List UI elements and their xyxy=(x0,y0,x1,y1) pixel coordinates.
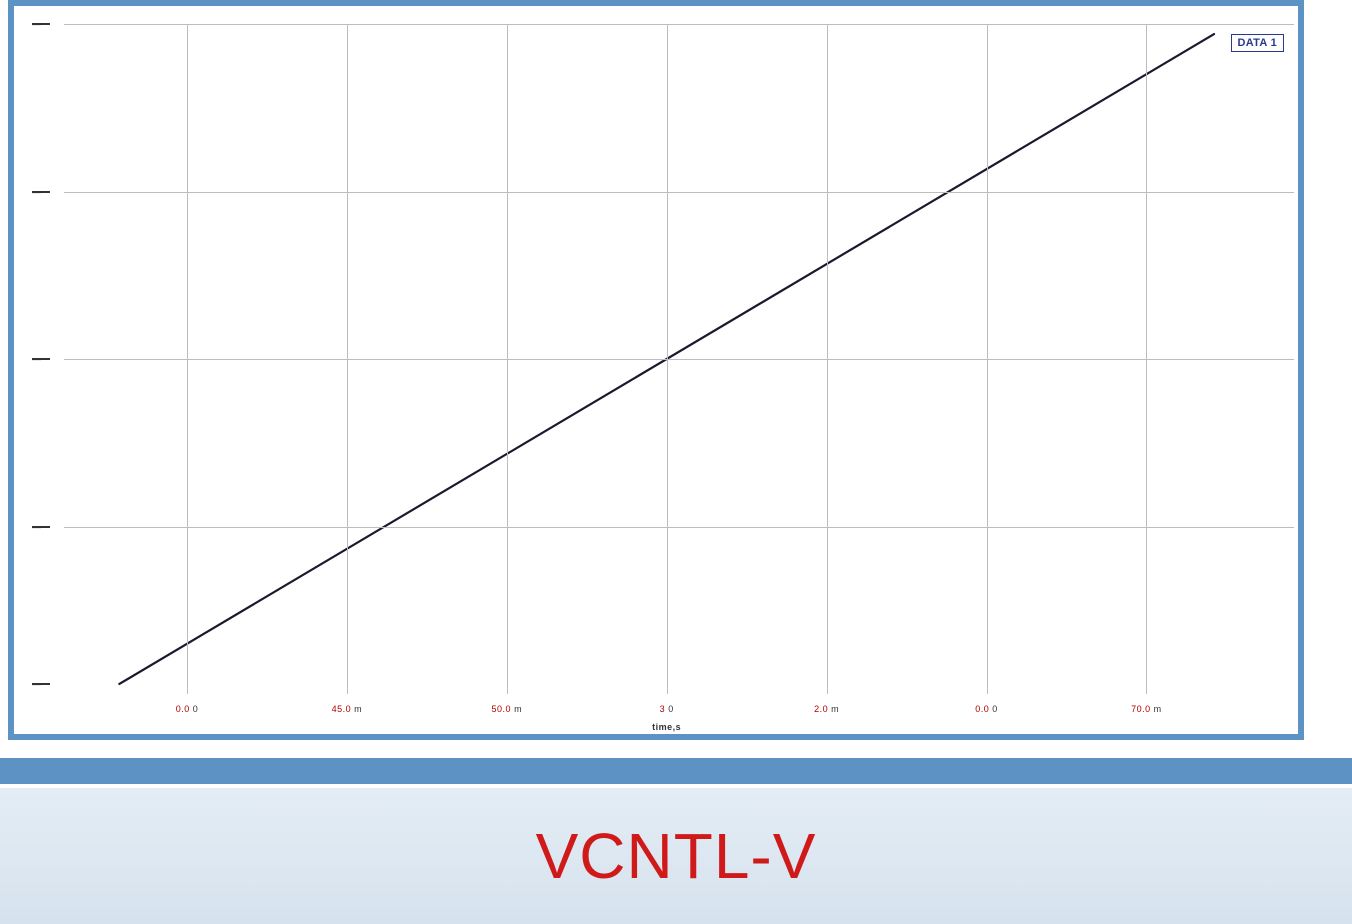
chart-panel: DATA 1 — — — — — 0.0 0 45.0 m 50.0 m 3 0 2.0… xyxy=(8,0,1304,740)
y-tick-label: — xyxy=(32,522,41,532)
legend-label: DATA 1 xyxy=(1238,37,1277,49)
x-tick-label: 3 0 xyxy=(660,704,674,714)
y-tick-label: — xyxy=(32,679,41,689)
x-axis-title: time,s xyxy=(652,722,681,732)
legend-box: DATA 1 xyxy=(1231,34,1284,52)
page-root: DATA 1 — — — — — 0.0 0 45.0 m 50.0 m 3 0 2.0… xyxy=(0,0,1352,924)
y-tick-label: — xyxy=(32,354,41,364)
y-tick-label: — xyxy=(32,19,41,29)
grid-line-horizontal xyxy=(64,192,1294,193)
x-tick-label: 0.0 0 xyxy=(176,704,199,714)
x-tick-label: 0.0 0 xyxy=(975,704,998,714)
y-tick-label: — xyxy=(32,187,41,197)
plot-area xyxy=(64,24,1294,694)
mid-band xyxy=(0,758,1352,784)
grid-line-horizontal xyxy=(64,359,1294,360)
x-tick-label: 50.0 m xyxy=(492,704,523,714)
footer-band: VCNTL-V xyxy=(0,788,1352,924)
footer-title: VCNTL-V xyxy=(536,819,817,893)
x-tick-label: 70.0 m xyxy=(1131,704,1162,714)
x-tick-label: 2.0 m xyxy=(814,704,839,714)
grid-line-horizontal xyxy=(64,24,1294,25)
x-tick-label: 45.0 m xyxy=(332,704,363,714)
grid-line-horizontal xyxy=(64,527,1294,528)
